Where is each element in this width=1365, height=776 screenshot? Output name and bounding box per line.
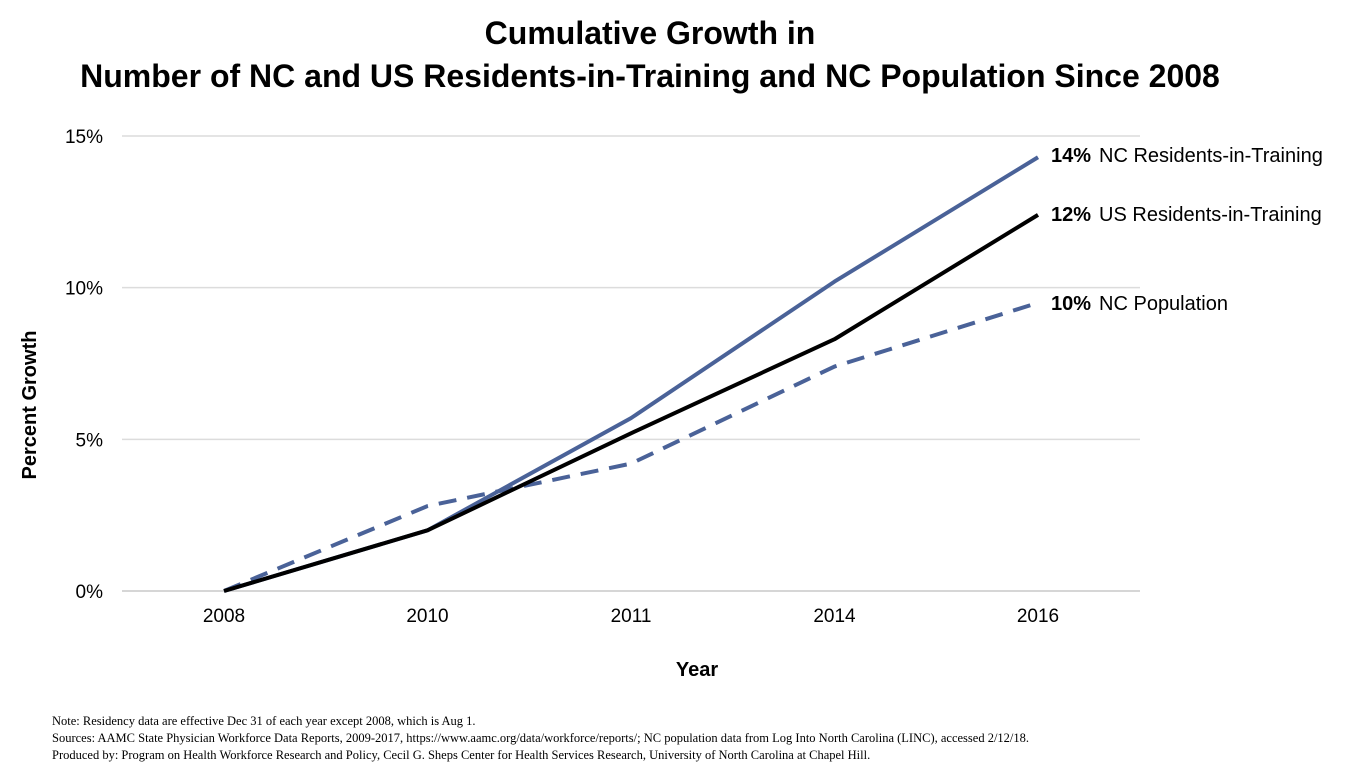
- series-end-label: 14% NC Residents-in-Training: [1051, 145, 1323, 167]
- x-tick-label: 2011: [611, 606, 652, 627]
- y-axis-ticks: 0% 5% 10% 15%: [65, 127, 103, 603]
- y-tick-label: 10%: [65, 279, 103, 300]
- chart-title-line-1: Cumulative Growth in: [484, 15, 816, 51]
- series-end-labels: 14% NC Residents-in-Training 12% US Residen…: [1051, 145, 1323, 315]
- chart-title-line-2: Number of NC and US Residents-in-Trainin…: [80, 58, 1220, 94]
- y-tick-label: 15%: [65, 127, 103, 148]
- note-line: Note: Residency data are effective Dec 3…: [52, 714, 476, 728]
- series-line-nc-population: [223, 300, 1039, 593]
- series-line-us-residents-in-training: [223, 213, 1040, 593]
- series-end-value: 12%: [1051, 204, 1091, 226]
- x-tick-label: 2014: [813, 606, 856, 627]
- sources-line: Sources: AAMC State Physician Workforce …: [52, 731, 1030, 745]
- y-tick-label: 0%: [76, 582, 104, 603]
- gridlines: [122, 135, 1140, 592]
- series-name: NC Population: [1099, 293, 1228, 315]
- x-tick-label: 2010: [406, 606, 448, 627]
- series-end-value: 14%: [1051, 145, 1091, 167]
- series-end-label: 12% US Residents-in-Training: [1051, 204, 1322, 226]
- x-axis-title: Year: [676, 659, 718, 681]
- x-tick-label: 2008: [203, 606, 245, 627]
- footnotes: Note: Residency data are effective Dec 3…: [52, 713, 1342, 764]
- series-lines: [223, 155, 1040, 593]
- series-name: US Residents-in-Training: [1099, 204, 1322, 226]
- series-end-value: 10%: [1051, 293, 1091, 315]
- series-line-nc-residents-in-training: [223, 155, 1040, 593]
- y-axis-title: Percent Growth: [19, 331, 41, 480]
- x-tick-label: 2016: [1017, 606, 1059, 627]
- series-name: NC Residents-in-Training: [1099, 145, 1323, 167]
- produced-by-line: Produced by: Program on Health Workforce…: [52, 748, 871, 762]
- series-end-label: 10% NC Population: [1051, 293, 1228, 315]
- x-axis-ticks: 2008 2010 2011 2014 2016: [203, 606, 1059, 627]
- y-tick-label: 5%: [76, 430, 104, 451]
